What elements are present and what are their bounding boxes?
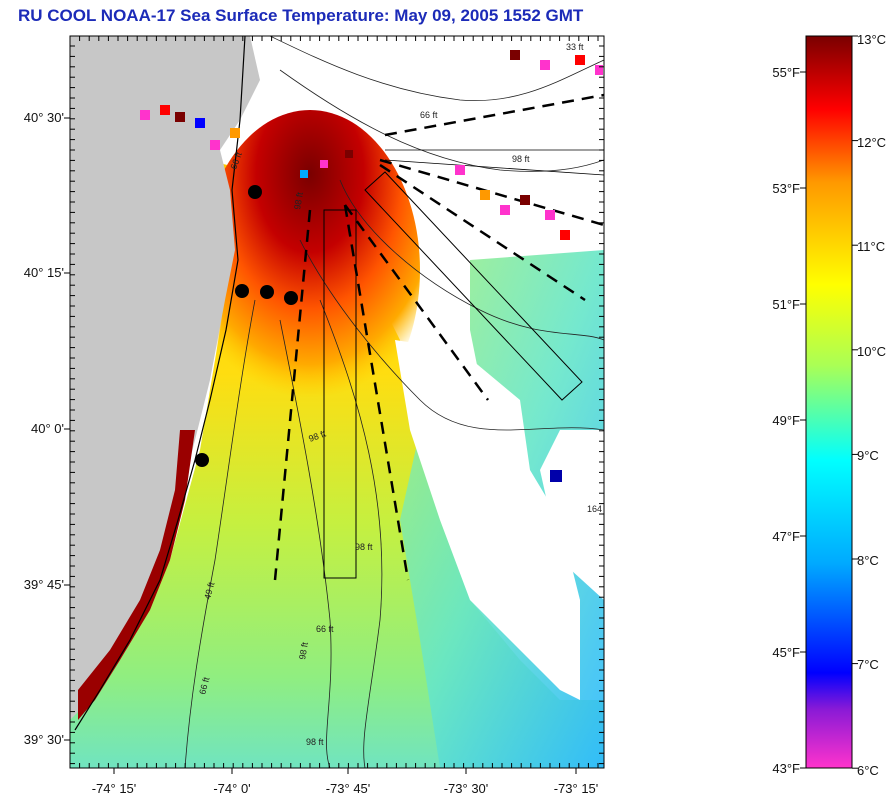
contour-label: 164 (587, 504, 602, 514)
contour-label: 98 ft (292, 191, 305, 210)
contour-label: 66 ft (316, 624, 334, 634)
map-area: 66 ft 98 ft 98 ft 98 ft 98 ft 66 ft 66 f… (70, 36, 604, 768)
fahrenheit-label: 45°F (772, 645, 800, 660)
lat-label: 40° 30' (24, 110, 64, 125)
contour-label: 33 ft (566, 42, 584, 52)
sampling-box-offshore (364, 171, 583, 401)
contour-label: 98 ft (355, 542, 373, 552)
celsius-label: 6°C (857, 763, 879, 778)
station-marker (195, 453, 209, 467)
cloud-gap (395, 340, 580, 700)
sampling-box-inshore (323, 209, 357, 579)
stations (195, 185, 298, 467)
latitude-labels: 40° 30' 40° 15' 40° 0' 39° 45' 39° 30' (24, 110, 64, 747)
station-marker (260, 285, 274, 299)
celsius-label: 7°C (857, 657, 879, 672)
lon-label: -73° 15' (554, 781, 599, 796)
station-marker (235, 284, 249, 298)
colorbar-ticks (800, 35, 858, 769)
contour-label: 66 ft (197, 676, 211, 696)
bathymetry-contours (184, 36, 604, 768)
fahrenheit-label: 51°F (772, 297, 800, 312)
celsius-label: 11°C (857, 239, 885, 254)
axis-ticks (64, 36, 604, 774)
map-title: RU COOL NOAA-17 Sea Surface Temperature:… (18, 6, 584, 25)
lon-label: -73° 45' (326, 781, 371, 796)
lon-label: -73° 30' (444, 781, 489, 796)
coastline (74, 36, 246, 731)
contour-label: 66 ft (420, 110, 438, 120)
shelf-lines (384, 149, 604, 176)
fahrenheit-label: 47°F (772, 529, 800, 544)
lon-label: -74° 15' (92, 781, 137, 796)
contour-labels: 66 ft 98 ft 98 ft 98 ft 98 ft 66 ft 66 f… (197, 42, 602, 747)
contour-label: 98 ft (297, 641, 310, 660)
lat-label: 40° 0' (31, 421, 64, 436)
lat-label: 39° 30' (24, 732, 64, 747)
celsius-label: 12°C (857, 135, 886, 150)
station-marker (248, 185, 262, 199)
transect-lines (273, 93, 604, 581)
fahrenheit-label: 55°F (772, 65, 800, 80)
fahrenheit-label: 43°F (772, 761, 800, 776)
fahrenheit-label: 53°F (772, 181, 800, 196)
celsius-label: 13°C (857, 32, 886, 47)
station-marker (284, 291, 298, 305)
fahrenheit-label: 49°F (772, 413, 800, 428)
contour-label: 98 ft (306, 737, 324, 747)
celsius-label: 10°C (857, 344, 886, 359)
celsius-label: 9°C (857, 448, 879, 463)
land-new-jersey (70, 36, 260, 720)
celsius-label: 8°C (857, 553, 879, 568)
contour-label: 49 ft (202, 581, 216, 601)
colorbar: 13°C 12°C 11°C 10°C 9°C 8°C 7°C 6°C 55°F… (772, 32, 886, 778)
longitude-labels: -74° 15' -74° 0' -73° 45' -73° 30' -73° … (92, 781, 599, 796)
lat-label: 40° 15' (24, 265, 64, 280)
contour-label: 98 ft (512, 154, 530, 164)
map-frame (69, 35, 605, 769)
barrier-warm-water (78, 430, 195, 720)
lon-label: -74° 0' (213, 781, 250, 796)
lat-label: 39° 45' (24, 577, 64, 592)
colorbar-gradient (805, 35, 853, 769)
cloud-edge-pixels (140, 50, 603, 482)
